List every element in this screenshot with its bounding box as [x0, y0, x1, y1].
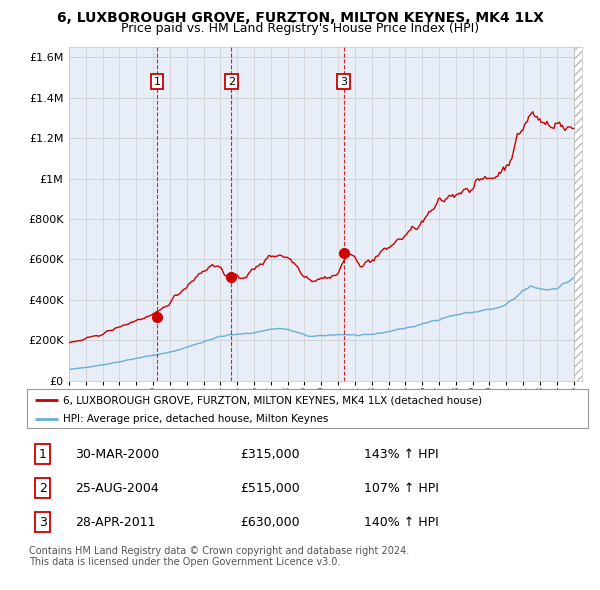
Text: 140% ↑ HPI: 140% ↑ HPI	[364, 516, 439, 529]
Text: £630,000: £630,000	[240, 516, 300, 529]
Text: 143% ↑ HPI: 143% ↑ HPI	[364, 448, 438, 461]
Text: 25-AUG-2004: 25-AUG-2004	[74, 481, 158, 495]
Text: Price paid vs. HM Land Registry's House Price Index (HPI): Price paid vs. HM Land Registry's House …	[121, 22, 479, 35]
Text: 6, LUXBOROUGH GROVE, FURZTON, MILTON KEYNES, MK4 1LX (detached house): 6, LUXBOROUGH GROVE, FURZTON, MILTON KEY…	[64, 395, 482, 405]
Text: Contains HM Land Registry data © Crown copyright and database right 2024.
This d: Contains HM Land Registry data © Crown c…	[29, 546, 409, 568]
Text: 107% ↑ HPI: 107% ↑ HPI	[364, 481, 439, 495]
Text: 3: 3	[39, 516, 47, 529]
Text: £315,000: £315,000	[240, 448, 300, 461]
Text: 30-MAR-2000: 30-MAR-2000	[74, 448, 159, 461]
Text: 28-APR-2011: 28-APR-2011	[74, 516, 155, 529]
Text: 2: 2	[228, 77, 235, 87]
Text: 1: 1	[39, 448, 47, 461]
Text: 3: 3	[340, 77, 347, 87]
Text: 1: 1	[154, 77, 160, 87]
Text: HPI: Average price, detached house, Milton Keynes: HPI: Average price, detached house, Milt…	[64, 414, 329, 424]
Text: 2: 2	[39, 481, 47, 495]
Text: 6, LUXBOROUGH GROVE, FURZTON, MILTON KEYNES, MK4 1LX: 6, LUXBOROUGH GROVE, FURZTON, MILTON KEY…	[56, 11, 544, 25]
Text: £515,000: £515,000	[240, 481, 300, 495]
